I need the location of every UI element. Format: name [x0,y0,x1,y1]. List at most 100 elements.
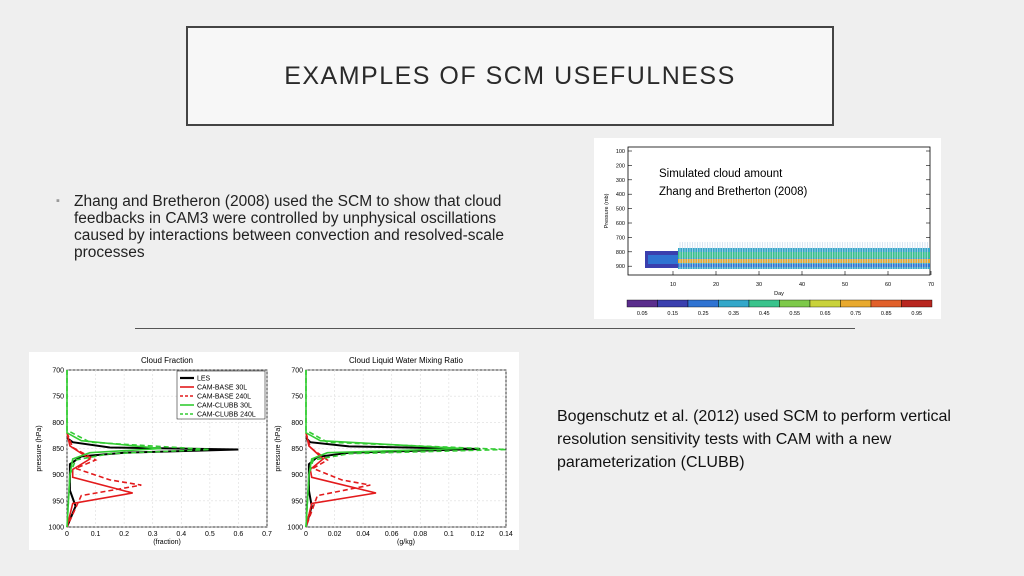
legend-label: CAM-BASE 30L [197,385,247,392]
colorbar-label: 0.15 [667,311,678,317]
colorbar-swatch [809,299,841,308]
y-axis-label: pressure (hPa) [36,425,43,471]
cloud-field-early-core [648,255,678,264]
y-tick-label: 750 [52,394,64,401]
x-tick-label: 30 [756,282,762,288]
series-line [66,370,210,528]
x-tick-label: 0.02 [328,531,342,538]
x-tick-label: 0.06 [385,531,399,538]
series-line [305,437,481,528]
x-tick-label: 70 [928,282,934,288]
y-tick-label: 200 [616,163,625,169]
y-axis-label: Pressure (mb) [604,193,610,228]
y-tick-label: 600 [616,221,625,227]
colorbar-label: 0.25 [698,311,709,317]
legend-label: LES [197,376,211,383]
y-tick-label: 850 [52,446,64,453]
chart-title: Cloud Liquid Water Mixing Ratio [349,356,464,365]
legend-label: CAM-BASE 240L [197,394,251,401]
colorbar-swatch [626,299,658,308]
y-tick-label: 800 [291,420,303,427]
colorbar-swatch [779,299,811,308]
x-axis-label: (g/kg) [397,539,415,546]
bullet-text: Zhang and Bretheron (2008) used the SCM … [74,193,504,261]
y-tick-label: 900 [52,472,64,479]
series-line [305,432,371,528]
title-box: EXAMPLES OF SCM USEFULNESS [186,26,834,126]
bullet-item: ▪ Zhang and Bretheron (2008) used the SC… [56,193,546,261]
x-tick-label: 0.7 [262,531,272,538]
x-tick-label: 20 [713,282,719,288]
divider [135,328,855,329]
x-tick-label: 0.4 [176,531,186,538]
x-tick-label: 40 [799,282,805,288]
y-tick-label: 1000 [48,525,64,532]
colorbar-label: 0.75 [850,311,861,317]
caption-line-1: Simulated cloud amount [659,168,783,180]
y-tick-label: 900 [616,264,625,270]
colorbar-swatch [901,299,933,308]
y-tick-label: 700 [291,368,303,375]
x-axis-label: (fraction) [153,539,181,546]
x-tick-label: 0.6 [234,531,244,538]
slide-title: EXAMPLES OF SCM USEFULNESS [284,61,736,90]
y-tick-label: 850 [291,446,303,453]
cloud-amount-figure: 100 200 300 400 500 600 700 800 900 Pressure (mb)… [594,138,941,319]
colorbar-label: 0.45 [759,311,770,317]
series-line [305,370,464,528]
y-tick-label: 950 [291,498,303,505]
x-tick-label: 60 [885,282,891,288]
colorbar-swatch [687,299,719,308]
x-tick-label: 0.3 [148,531,158,538]
y-tick-label: 400 [616,192,625,198]
chart-title: Cloud Fraction [141,356,193,365]
colorbar-swatch [657,299,689,308]
x-tick-label: 50 [842,282,848,288]
colorbar-label: 0.95 [911,311,922,317]
profiles-figure: 700 750 800 850 900 950 1000 0 0.1 0.2 0.3 0.4 0.5 0.… [29,352,519,550]
cloud-amount-plot: 100 200 300 400 500 600 700 800 900 Pressure (mb)… [604,146,934,317]
bullet-icon: ▪ [56,195,60,207]
colorbar-label: 0.85 [881,311,892,317]
y-tick-label: 950 [52,498,64,505]
cloud-band-layer [678,259,930,263]
legend-label: CAM-CLUBB 240L [197,412,256,419]
x-tick-label: 0.2 [119,531,129,538]
y-tick-label: 800 [52,420,64,427]
y-tick-label: 800 [616,250,625,256]
y-tick-label: 500 [616,207,625,213]
x-tick-label: 0 [65,531,69,538]
x-tick-label: 0.12 [471,531,485,538]
y-tick-label: 100 [616,149,625,155]
y-axis-label: pressure (hPa) [275,425,282,471]
y-tick-label: 900 [291,472,303,479]
colorbar-label: 0.35 [728,311,739,317]
y-tick-label: 700 [616,235,625,241]
legend-label: CAM-CLUBB 30L [197,403,252,410]
x-tick-label: 0.08 [413,531,427,538]
x-tick-label: 0.04 [356,531,370,538]
caption-line-2: Zhang and Bretherton (2008) [659,186,807,198]
x-tick-label: 0.14 [499,531,513,538]
y-tick-label: 700 [52,368,64,375]
caption-bogenschutz: Bogenschutz et al. (2012) used SCM to pe… [557,408,951,471]
cloud-band-layer [678,252,930,258]
colorbar-swatch [718,299,750,308]
series-line [66,432,142,528]
x-tick-label: 0 [304,531,308,538]
x-tick-label: 10 [670,282,676,288]
x-tick-label: 0.1 [91,531,101,538]
series-line [305,370,507,528]
x-tick-label: 0.1 [444,531,454,538]
cloud-band-layer [678,264,930,267]
colorbar-swatch [840,299,872,308]
x-axis-label: Day [774,291,784,297]
colorbar-label: 0.65 [820,311,831,317]
colorbar-label: 0.55 [789,311,800,317]
colorbar-swatch [748,299,780,308]
colorbar-swatch [870,299,902,308]
y-tick-label: 300 [616,178,625,184]
y-tick-label: 1000 [287,525,303,532]
x-tick-label: 0.5 [205,531,215,538]
